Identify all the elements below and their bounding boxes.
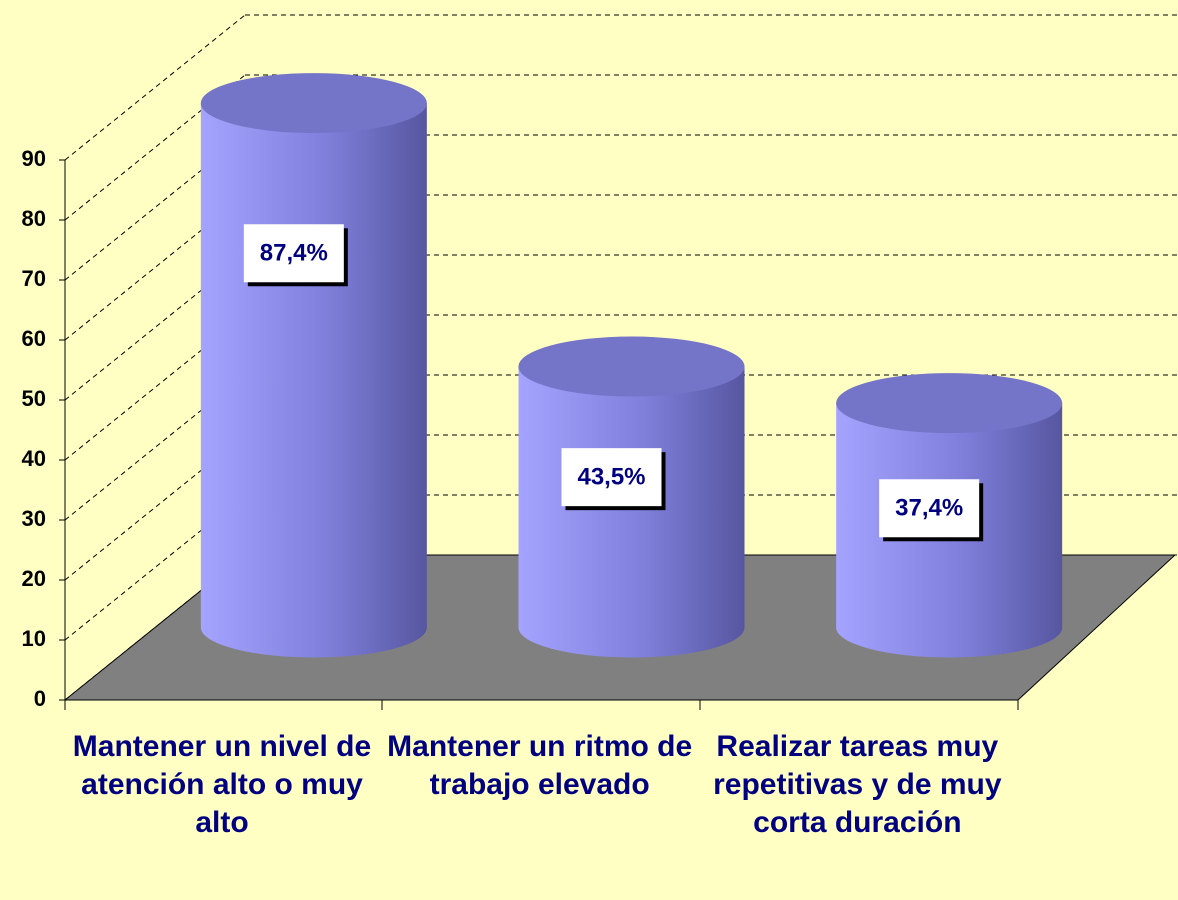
value-label: 87,4% xyxy=(260,240,328,267)
value-label: 37,4% xyxy=(895,495,963,522)
y-tick-label: 70 xyxy=(22,266,46,291)
value-label-box xyxy=(561,448,662,507)
y-tick-label: 0 xyxy=(34,686,46,711)
cylinder-top xyxy=(836,373,1063,434)
y-tick-label: 90 xyxy=(22,146,46,171)
cylinder-top xyxy=(518,336,745,397)
value-label-box xyxy=(243,224,344,283)
cylinder-body xyxy=(200,103,427,658)
y-tick-label: 30 xyxy=(22,506,46,531)
y-tick-label: 10 xyxy=(22,626,46,651)
x-tick-label: Mantener un nivel de atención alto o muy… xyxy=(72,730,372,839)
cylinder-body xyxy=(518,366,745,658)
value-label: 43,5% xyxy=(577,463,645,490)
x-tick-label: Mantener un ritmo de trabajo elevado xyxy=(387,730,693,801)
value-label-box xyxy=(879,479,980,538)
y-tick-label: 50 xyxy=(22,386,46,411)
y-tick-label: 80 xyxy=(22,206,46,231)
x-separators xyxy=(64,700,1019,710)
y-tick-label: 40 xyxy=(22,446,46,471)
cylinder-top xyxy=(200,73,427,134)
y-tick-label: 60 xyxy=(22,326,46,351)
y-tick-label: 20 xyxy=(22,566,46,591)
grid-line xyxy=(64,14,246,161)
x-tick-label: Realizar tareas muy repetitivas y de muy… xyxy=(713,730,1002,839)
